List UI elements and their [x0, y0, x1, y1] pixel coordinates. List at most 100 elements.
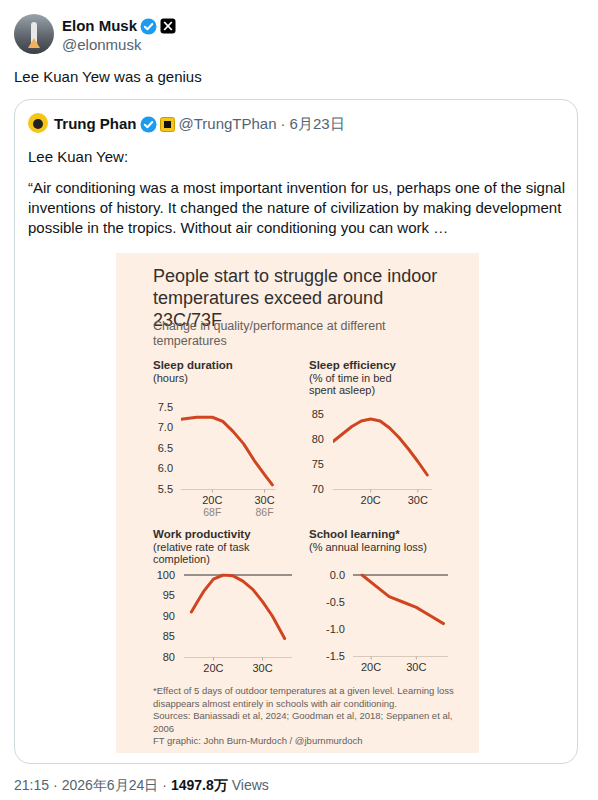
- y-tick-label: 7.0: [158, 421, 173, 433]
- panel-title: Sleep duration: [153, 359, 233, 371]
- quote-author-name: Trung Phan: [54, 115, 137, 132]
- marks: [333, 419, 427, 475]
- y-tick-label: 80: [163, 651, 175, 663]
- x-axis-line: [333, 489, 432, 490]
- text-line: completion): [153, 553, 210, 565]
- text-line: (% of time in bed: [309, 372, 392, 384]
- y-tick-label: 7.5: [158, 401, 173, 413]
- x-tick: [264, 490, 265, 493]
- verified-badge: [140, 18, 157, 35]
- x-tick-label: 20C: [202, 494, 222, 506]
- chart-note: FT graphic: John Burn-Murdoch / @jburnmu…: [153, 735, 475, 748]
- avatar-flame: [28, 38, 40, 48]
- page: Elon Musk @elonmusk Lee Kuan Yew was a gen…: [0, 0, 598, 800]
- avatar-image: [14, 14, 54, 54]
- y-tick-label: 70: [312, 483, 324, 495]
- x-tick: [262, 658, 263, 661]
- badge-circle: [141, 18, 157, 34]
- chart-image: People start to struggle once indoor tem…: [116, 253, 479, 753]
- x-axis-line: [353, 656, 448, 657]
- quote-avatar-face: [33, 119, 43, 129]
- x-badge: [160, 18, 176, 34]
- x-tick: [416, 657, 417, 660]
- quote-author-line: Trung Phan @TrungTPhan·6月23日: [54, 112, 345, 134]
- x-tick-sublabel: 68F: [203, 506, 221, 518]
- data-line: [181, 417, 272, 485]
- y-tick-label: 0.0: [330, 569, 345, 581]
- tweet-date: 2026年6月24日: [62, 777, 159, 793]
- reference-line: [353, 575, 448, 576]
- x-tick-label: 20C: [361, 661, 381, 673]
- marks: [181, 417, 272, 485]
- x-tick-label: 30C: [406, 661, 426, 673]
- x-tick-label: 20C: [203, 662, 223, 674]
- views-label: Views: [232, 777, 269, 793]
- x-tick: [417, 490, 418, 493]
- x-tick: [371, 657, 372, 660]
- x-axis-line: [181, 489, 275, 490]
- quote-avatar-image: [28, 113, 48, 133]
- badge-circle: [140, 116, 156, 132]
- author-line: Elon Musk: [62, 15, 176, 35]
- panel-subtitle: (% of time in bedspent asleep): [309, 372, 392, 396]
- panel-subtitle: (relative rate of taskcompletion): [153, 541, 250, 565]
- panel-title: School learning*: [309, 528, 400, 540]
- author-handle: @elonmusk: [62, 36, 141, 54]
- affiliate-badge: [160, 117, 175, 132]
- verified-badge: [140, 116, 157, 133]
- text-line: spent asleep): [309, 384, 375, 396]
- x-badge-mark: [164, 22, 172, 30]
- author-name: Elon Musk: [62, 17, 137, 34]
- marks: [191, 575, 284, 639]
- x-tick: [212, 490, 213, 493]
- marks: [362, 575, 443, 624]
- y-tick-label: 85: [312, 408, 324, 420]
- panel: Work productivity(relative rate of taskc…: [153, 528, 292, 674]
- badge-check: [144, 122, 152, 127]
- x-tick-label: 20C: [361, 494, 381, 506]
- chart-note: *Effect of 5 days of outdoor temperature…: [153, 685, 475, 710]
- separator: ·: [281, 115, 286, 132]
- y-tick-label: 75: [312, 458, 324, 470]
- y-tick-label: -1.0: [326, 623, 345, 635]
- separator: ·: [162, 777, 167, 793]
- x-tick-label: 30C: [252, 662, 272, 674]
- quote-text: Lee Kuan Yew: “Air conditioning was a mos…: [28, 147, 568, 238]
- x-badge-bg: [161, 19, 176, 34]
- quote-line: “Air conditioning was a most important i…: [28, 178, 568, 238]
- y-tick-label: 95: [163, 589, 175, 601]
- y-tick-label: 85: [163, 630, 175, 642]
- avatar: [14, 14, 54, 54]
- quote-date: 6月23日: [290, 115, 345, 132]
- x-tick: [370, 490, 371, 493]
- tweet-meta: 21:15·2026年6月24日·1497.8万Views: [14, 776, 269, 794]
- data-line: [362, 575, 443, 624]
- separator: ·: [53, 777, 58, 793]
- quote-card: Trung Phan @TrungTPhan·6月23日 Lee Kuan Yew:…: [14, 99, 578, 764]
- y-tick-label: 5.5: [158, 483, 173, 495]
- affiliate-bg: [160, 117, 174, 131]
- panel: Sleep duration(hours)7.57.06.56.05.520C6…: [153, 359, 275, 518]
- data-line: [333, 419, 427, 475]
- view-count: 1497.8万: [171, 777, 228, 793]
- reference-line: [184, 575, 292, 576]
- x-axis-line: [184, 657, 292, 658]
- quote-line: Lee Kuan Yew:: [28, 147, 568, 167]
- text-line: (% annual learning loss): [309, 541, 427, 553]
- y-tick-label: -0.5: [326, 596, 345, 608]
- chart-note: Sources: Baniassadi et al, 2024; Goodman…: [153, 710, 475, 735]
- x-tick-sublabel: 86F: [256, 506, 274, 518]
- y-tick-label: 80: [312, 433, 324, 445]
- x-tick-label: 30C: [408, 494, 428, 506]
- text-line: (hours): [153, 372, 188, 384]
- badge-check: [145, 24, 153, 29]
- tweet-text: Lee Kuan Yew was a genius: [14, 67, 202, 87]
- quote-avatar: [28, 113, 48, 133]
- y-tick-label: 100: [157, 569, 175, 581]
- panel: School learning*(% annual learning loss)…: [309, 528, 448, 673]
- quote-handle: @TrungTPhan: [179, 115, 277, 132]
- y-tick-label: 90: [163, 610, 175, 622]
- panel-subtitle: (% annual learning loss): [309, 541, 427, 553]
- x-tick: [213, 658, 214, 661]
- data-line: [191, 575, 284, 639]
